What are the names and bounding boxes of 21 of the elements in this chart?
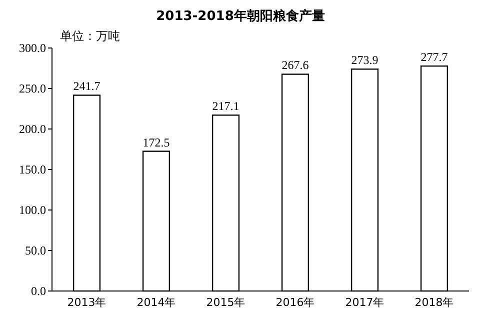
chart-title: 2013-2018年朝阳粮食产量 [156, 8, 325, 24]
y-tick-label: 100.0 [19, 203, 46, 218]
x-tick-label: 2013年 [67, 296, 106, 309]
y-tick-label: 150.0 [19, 162, 46, 177]
text: 单位：万吨 [60, 29, 120, 43]
y-tick-label: 200.0 [19, 122, 46, 136]
data-label: 273.9 [351, 53, 378, 68]
x-tick-label: 2018年 [414, 296, 454, 309]
y-tick-label: 0.0 [31, 284, 46, 298]
y-tick-label: 50.0 [25, 244, 46, 258]
data-label: 241.7 [73, 79, 100, 94]
y-tick-label: 250.0 [19, 82, 46, 96]
data-label: 277.7 [420, 50, 448, 64]
x-tick-label: 2014年 [136, 296, 176, 309]
data-label: 267.6 [282, 58, 309, 72]
x-tick-label: 2016年 [276, 296, 315, 309]
x-tick-label: 2015年 [206, 296, 246, 309]
data-label: 217.1 [212, 99, 240, 114]
data-label: 172.5 [142, 135, 170, 150]
y-tick-label: 300.0 [19, 41, 46, 56]
x-tick-label: 2017年 [345, 296, 384, 309]
